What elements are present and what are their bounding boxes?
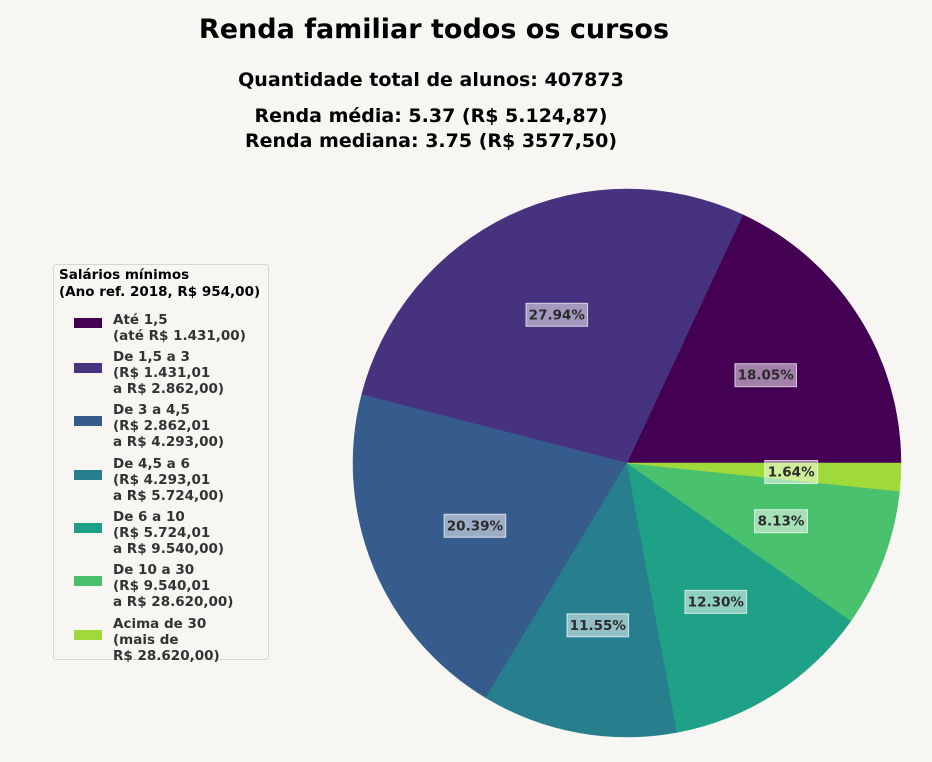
legend-title: Salários mínimos (Ano ref. 2018, R$ 954,… [59,267,260,301]
svg-text:8.13%: 8.13% [758,514,805,530]
legend-label: De 10 a 30 (R$ 9.540,01 a R$ 28.620,00) [113,562,233,610]
legend: Salários mínimos (Ano ref. 2018, R$ 954,… [53,264,269,660]
pie-label-4: 12.30% [685,590,747,613]
svg-text:1.64%: 1.64% [768,465,815,481]
svg-text:12.30%: 12.30% [688,594,745,610]
legend-label: Acima de 30 (mais de R$ 28.620,00) [113,616,220,664]
pie-label-0: 18.05% [735,364,797,387]
legend-swatch [74,416,102,426]
svg-text:27.94%: 27.94% [529,307,586,323]
legend-label: De 6 a 10 (R$ 5.724,01 a R$ 9.540,00) [113,509,224,557]
legend-label: De 3 a 4,5 (R$ 2.862,01 a R$ 4.293,00) [113,402,224,450]
pie-label-1: 27.94% [526,303,588,326]
legend-swatch [74,363,102,373]
svg-text:18.05%: 18.05% [738,368,795,384]
legend-label: De 1,5 a 3 (R$ 1.431,01 a R$ 2.862,00) [113,349,224,397]
pie-label-6: 1.64% [765,461,818,484]
pie-label-3: 11.55% [567,614,629,637]
legend-swatch [74,576,102,586]
legend-swatch [74,630,102,640]
pie-label-2: 20.39% [444,514,506,537]
legend-swatch [74,523,102,533]
legend-label: Até 1,5 (até R$ 1.431,00) [113,312,246,344]
svg-text:20.39%: 20.39% [447,518,504,534]
legend-label: De 4,5 a 6 (R$ 4.293,01 a R$ 5.724,00) [113,456,224,504]
legend-swatch [74,470,102,480]
svg-text:11.55%: 11.55% [570,618,627,634]
pie-label-5: 8.13% [755,510,808,533]
legend-swatch [74,318,102,328]
